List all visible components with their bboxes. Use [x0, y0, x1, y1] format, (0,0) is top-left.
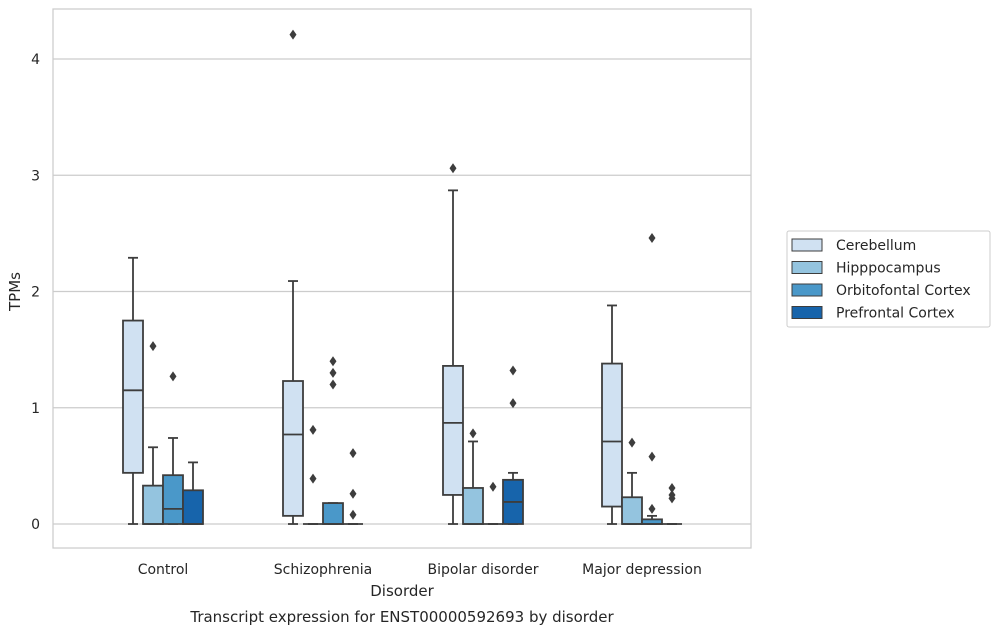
box-plot-series — [122, 29, 682, 525]
x-tick-label: Control — [138, 562, 189, 578]
box — [442, 364, 464, 496]
box-group — [621, 437, 643, 525]
box-group — [601, 304, 623, 525]
outlier-point — [469, 428, 477, 439]
plot-frame — [52, 8, 752, 549]
outlier-point — [449, 163, 457, 174]
y-axis-ticks: 0 1 2 3 4 — [31, 52, 40, 533]
box — [162, 474, 184, 525]
box — [142, 484, 164, 525]
legend-label: Hipppocampus — [836, 261, 941, 277]
legend-frame — [786, 230, 991, 328]
outlier-point — [309, 473, 317, 484]
outlier-point — [349, 488, 357, 499]
y-tick-label: 1 — [31, 401, 40, 417]
grid-lines — [53, 58, 751, 525]
outlier-point — [628, 437, 636, 448]
legend-swatch — [791, 238, 823, 252]
x-axis-label: Disorder — [370, 582, 434, 600]
y-axis-label: TPMs — [6, 272, 24, 312]
x-tick-label: Bipolar disorder — [427, 562, 538, 578]
box-group — [502, 365, 524, 525]
outlier-point — [309, 424, 317, 435]
box — [322, 502, 344, 525]
box-group — [462, 428, 484, 525]
box-group — [303, 424, 323, 525]
box-group — [343, 448, 363, 525]
box-group — [122, 256, 144, 525]
box-group — [483, 481, 503, 525]
outlier-point — [489, 481, 497, 492]
outlier-point — [329, 367, 337, 378]
legend-label: Orbitofontal Cortex — [836, 283, 971, 299]
box — [462, 487, 484, 525]
box — [122, 319, 144, 474]
box — [621, 496, 643, 525]
x-tick-label: Schizophrenia — [274, 562, 372, 578]
box — [601, 362, 623, 508]
box-group — [282, 29, 304, 525]
y-tick-label: 2 — [31, 285, 40, 301]
legend-label: Cerebellum — [836, 238, 916, 254]
outlier-point — [648, 233, 656, 244]
outlier-point — [668, 493, 676, 504]
outlier-point — [329, 379, 337, 390]
box-group — [162, 371, 184, 525]
legend-swatch — [791, 261, 823, 274]
outlier-point — [349, 448, 357, 459]
outlier-point — [329, 356, 337, 367]
box-group — [442, 163, 464, 525]
legend: Cerebellum Hipppocampus Orbitofontal Corte… — [786, 230, 991, 328]
outlier-point — [149, 341, 157, 352]
outlier-point — [509, 398, 517, 409]
outlier-point — [668, 482, 676, 493]
y-tick-label: 3 — [31, 168, 40, 184]
outlier-point — [349, 509, 357, 520]
y-tick-label: 0 — [31, 517, 40, 533]
box-group — [662, 482, 682, 525]
legend-label: Prefrontal Cortex — [836, 306, 955, 322]
outlier-point — [169, 371, 177, 382]
box-group — [641, 233, 663, 525]
outlier-point — [648, 503, 656, 514]
box-group — [142, 341, 164, 525]
box-group — [322, 356, 344, 525]
outlier-point — [509, 365, 517, 376]
legend-swatch — [791, 283, 823, 297]
box — [182, 489, 204, 525]
y-tick-label: 4 — [31, 52, 40, 68]
x-axis-ticks: Control Schizophrenia Bipolar disorder Majo… — [138, 562, 702, 578]
outlier-point — [648, 451, 656, 462]
box — [282, 380, 304, 517]
chart-caption: Transcript expression for ENST0000059269… — [189, 608, 614, 626]
legend-swatch — [791, 306, 823, 319]
box-group — [182, 461, 204, 525]
x-tick-label: Major depression — [582, 562, 702, 578]
outlier-point — [289, 29, 297, 40]
